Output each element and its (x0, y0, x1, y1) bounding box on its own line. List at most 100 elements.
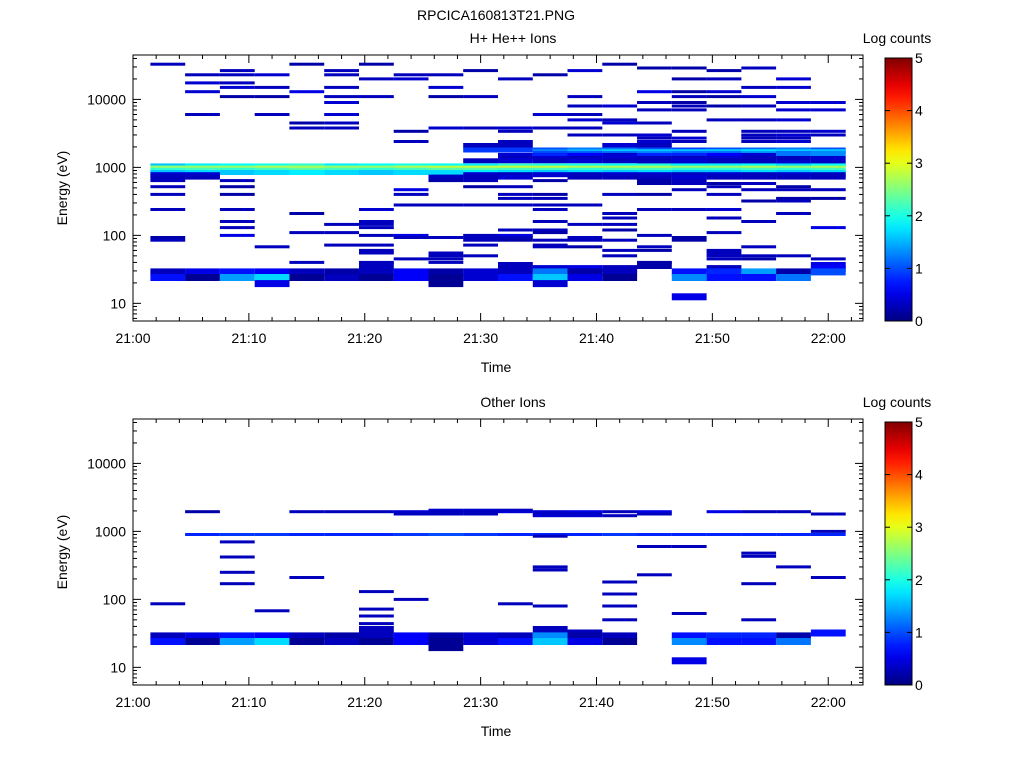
heatmap-cell (671, 632, 707, 640)
heatmap-cells (150, 508, 846, 665)
heatmap-cell (637, 245, 672, 249)
heatmap-cell (532, 514, 568, 518)
heatmap-cell (393, 129, 429, 133)
heatmap-cell (393, 268, 429, 276)
heatmap-cell (776, 199, 811, 203)
heatmap-cell (150, 174, 186, 180)
heatmap-cell (810, 160, 846, 166)
heatmap-cell (741, 140, 777, 143)
heatmap-cell (532, 113, 568, 116)
heatmap-cell (532, 568, 568, 572)
heatmap-cell (324, 113, 359, 116)
heatmap-cell (185, 174, 220, 180)
heatmap-cell (776, 118, 811, 122)
heatmap-cell (671, 174, 707, 180)
heatmap-cell (359, 632, 394, 640)
heatmap-cell (185, 81, 220, 85)
heatmap-cell (359, 222, 394, 226)
heatmap-cell (602, 143, 638, 148)
colorbar-tick-label: 4 (915, 103, 923, 119)
heatmap-cell (463, 268, 498, 276)
heatmap-cell (463, 632, 498, 640)
heatmap-cell (532, 245, 568, 249)
heatmap-cell (637, 143, 672, 148)
heatmap-cell (498, 77, 533, 81)
heatmap-cell (324, 69, 359, 73)
heatmap-cell (706, 638, 742, 645)
heatmap-cell (532, 638, 568, 645)
heatmap-cell (428, 260, 464, 264)
x-tick-label: 21:20 (347, 330, 382, 346)
colorbar-label: Log counts (863, 30, 932, 46)
heatmap-cell (463, 236, 498, 239)
heatmap-cell (393, 533, 429, 536)
heatmap-cell (428, 179, 464, 183)
heatmap-cell (706, 231, 742, 235)
heatmap-cell (532, 228, 568, 232)
heatmap-cell (602, 604, 638, 608)
heatmap-cell (776, 196, 811, 200)
heatmap-cell (810, 257, 846, 261)
heatmap-cell (463, 254, 498, 258)
heatmap-cell (741, 245, 777, 249)
heatmap-cell (532, 73, 568, 77)
heatmap-cell (602, 212, 638, 215)
heatmap-cell (463, 233, 498, 237)
heatmap-cell (567, 104, 603, 108)
heatmap-cell (289, 212, 325, 215)
heatmap-cell (741, 533, 777, 536)
heatmap-cell (324, 73, 359, 77)
heatmap-cell (776, 533, 811, 536)
heatmap-cell (393, 597, 429, 601)
heatmap-cell (463, 174, 498, 180)
heatmap-cell (219, 555, 255, 559)
heatmap-cell (532, 280, 568, 288)
heatmap-cell (776, 156, 811, 161)
heatmap-cell (150, 638, 186, 645)
heatmap-cell (810, 156, 846, 161)
heatmap-cell (741, 152, 777, 158)
heatmap-cell (254, 274, 290, 281)
heatmap-cell (463, 510, 498, 514)
heatmap-cell (428, 174, 464, 180)
heatmap-cell (150, 192, 186, 196)
heatmap-cell (776, 151, 811, 156)
heatmap-cell (741, 188, 777, 192)
heatmap-cell (602, 632, 638, 640)
heatmap-cell (810, 174, 846, 180)
heatmap-cell (706, 251, 742, 255)
heatmap-cell (706, 104, 742, 108)
heatmap-cell (706, 77, 742, 81)
heatmap-cell (324, 632, 359, 640)
heatmap-cell (532, 152, 568, 158)
x-tick-label: 21:00 (115, 330, 150, 346)
heatmap-cell (741, 254, 777, 258)
heatmap-cell (532, 533, 568, 536)
heatmap-cell (810, 268, 846, 276)
heatmap-cell (254, 73, 290, 77)
heatmap-cell (359, 170, 394, 175)
heatmap-cell (602, 274, 638, 281)
heatmap-cell (324, 222, 359, 226)
heatmap-cell (671, 108, 707, 112)
heatmap-cell (776, 129, 811, 133)
x-axis-label: Time (481, 723, 512, 739)
heatmap-cell (463, 69, 498, 73)
y-tick-label: 10 (110, 295, 126, 311)
panel-h-he-ions: 21:00 21:10 21:20 21:30 21:40 21:50 22:0010100… (54, 30, 931, 375)
heatmap-cell (150, 236, 186, 239)
heatmap-cell (741, 638, 777, 645)
heatmap-cell (776, 133, 811, 137)
heatmap-cell (532, 203, 568, 207)
heatmap-cell (359, 626, 394, 633)
heatmap-cell (671, 160, 707, 166)
heatmap-cell (219, 73, 255, 77)
heatmap-cell (706, 257, 742, 261)
heatmap-cell (602, 158, 638, 164)
heatmap-cell (289, 170, 325, 175)
heatmap-cell (532, 179, 568, 183)
heatmap-cell (810, 512, 846, 516)
heatmap-cell (393, 638, 429, 645)
heatmap-cell (289, 126, 325, 130)
heatmap-cell (428, 274, 464, 281)
